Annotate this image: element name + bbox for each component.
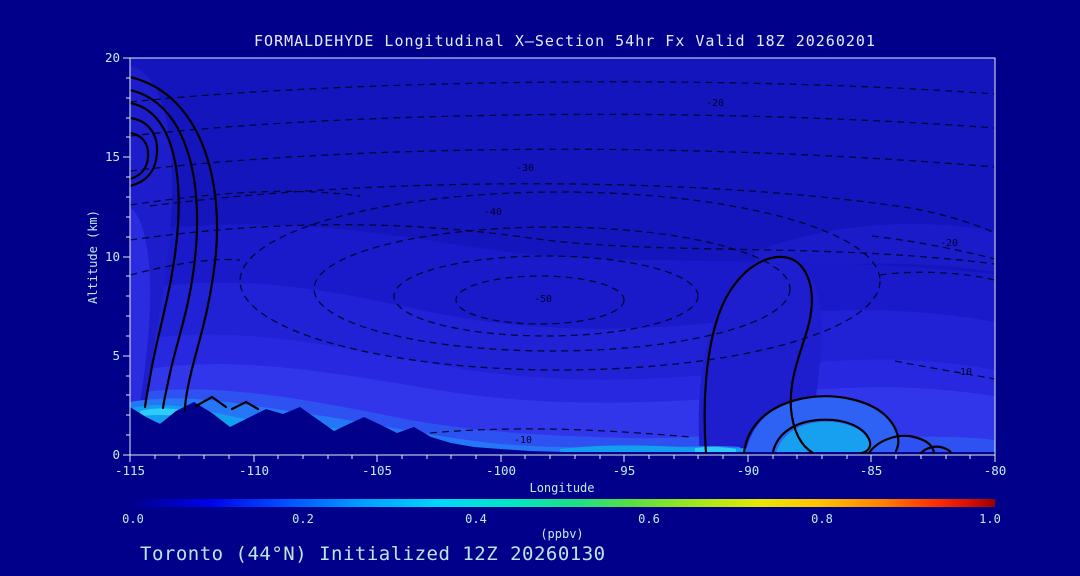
y-axis-tick-labels: 20 15 10 5 0: [105, 50, 120, 462]
temperature-contour-line: [871, 235, 995, 260]
contour-label: -10: [514, 435, 532, 446]
contour-label: -20: [706, 98, 724, 109]
temperature-contour-closed: [239, 191, 881, 371]
temperature-contour-line: [429, 428, 691, 438]
temperature-contour-line: [130, 224, 995, 265]
temperature-contour-line: [130, 190, 361, 206]
field-band-upper-right: [755, 223, 995, 274]
solid-contour-terrain-peak: [194, 395, 228, 409]
colorbar-tick-label: 0.2: [292, 512, 314, 526]
temperature-contour-line: [894, 360, 995, 380]
x-tick-label: -110: [239, 463, 269, 478]
solid-contour-overlay: [130, 75, 953, 455]
colorbar-unit-label: (ppbv): [540, 527, 583, 541]
solid-contour-right-hook: [703, 255, 815, 455]
footer-caption: Toronto (44°N) Initialized 12Z 20260130: [140, 543, 606, 565]
plot-title: FORMALDEHYDE Longitudinal X—Section 54hr…: [254, 32, 876, 50]
x-tick-label: -100: [486, 463, 516, 478]
contour-label: -50: [534, 294, 552, 305]
temperature-contour-closed: [313, 226, 791, 352]
x-tick-label: -80: [984, 463, 1007, 478]
filled-contour-field: [130, 58, 995, 455]
x-axis-label: Longitude: [529, 481, 594, 495]
temperature-contour-closed: [393, 255, 699, 337]
field-left-column-inner: [130, 208, 151, 410]
solid-contour-terrain-peak: [230, 400, 260, 411]
solid-contour-line: [130, 116, 159, 188]
solid-contour-right-loop: [742, 395, 900, 455]
temperature-contour-line: [130, 81, 995, 103]
colorbar-tick-label: 0.0: [122, 512, 144, 526]
contour-label: -30: [516, 163, 534, 174]
terrain-silhouette: [130, 402, 995, 455]
y-tick-label: 0: [112, 447, 120, 462]
colorbar-tick-label: 1.0: [979, 512, 1001, 526]
contour-label: -10: [954, 367, 972, 378]
x-tick-label: -105: [362, 463, 392, 478]
y-tick-label: 10: [105, 249, 120, 264]
y-tick-label: 15: [105, 149, 120, 164]
x-axis-tick-labels: -115 -110 -105 -100 -95 -90 -85 -80: [115, 463, 1006, 478]
temperature-contour-line: [130, 148, 995, 172]
temperature-contour-closed: [455, 275, 625, 325]
y-tick-label: 20: [105, 50, 120, 65]
temperature-contour-line: [130, 258, 241, 276]
temperature-contour-line: [149, 183, 995, 234]
colorbar-tick-label: 0.6: [638, 512, 660, 526]
x-tick-label: -90: [737, 463, 760, 478]
x-tick-label: -95: [613, 463, 636, 478]
y-axis-minor-ticks: [126, 77, 130, 436]
x-axis-minor-ticks: [154, 455, 971, 459]
x-tick-label: -115: [115, 463, 145, 478]
y-axis-label: Altitude (km): [86, 210, 100, 304]
x-tick-label: -85: [860, 463, 883, 478]
dashed-contour-overlay: [130, 81, 995, 438]
solid-contour-line: [130, 88, 199, 410]
temperature-contour-line: [130, 113, 995, 137]
field-right-low-cyan: [775, 421, 872, 455]
solid-contour-line: [919, 445, 953, 455]
x-axis-major-ticks: [129, 455, 996, 462]
y-tick-label: 5: [112, 348, 120, 363]
solid-contour-line: [130, 75, 219, 412]
colorbar-tick-label: 0.4: [465, 512, 487, 526]
solid-contour-right-loop-inner: [771, 418, 872, 455]
contour-label: -40: [484, 207, 502, 218]
contour-label-group: -20 -30 -40 -50 -10 -10 -20: [484, 98, 972, 446]
solid-contour-line: [130, 101, 180, 409]
contour-label: -20: [940, 238, 958, 249]
y-axis-major-ticks: [123, 57, 130, 456]
solid-contour-line: [130, 131, 150, 181]
colorbar: [130, 499, 995, 507]
colorbar-tick-labels: 0.0 0.2 0.4 0.6 0.8 1.0: [122, 512, 1001, 526]
colorbar-tick-label: 0.8: [811, 512, 833, 526]
